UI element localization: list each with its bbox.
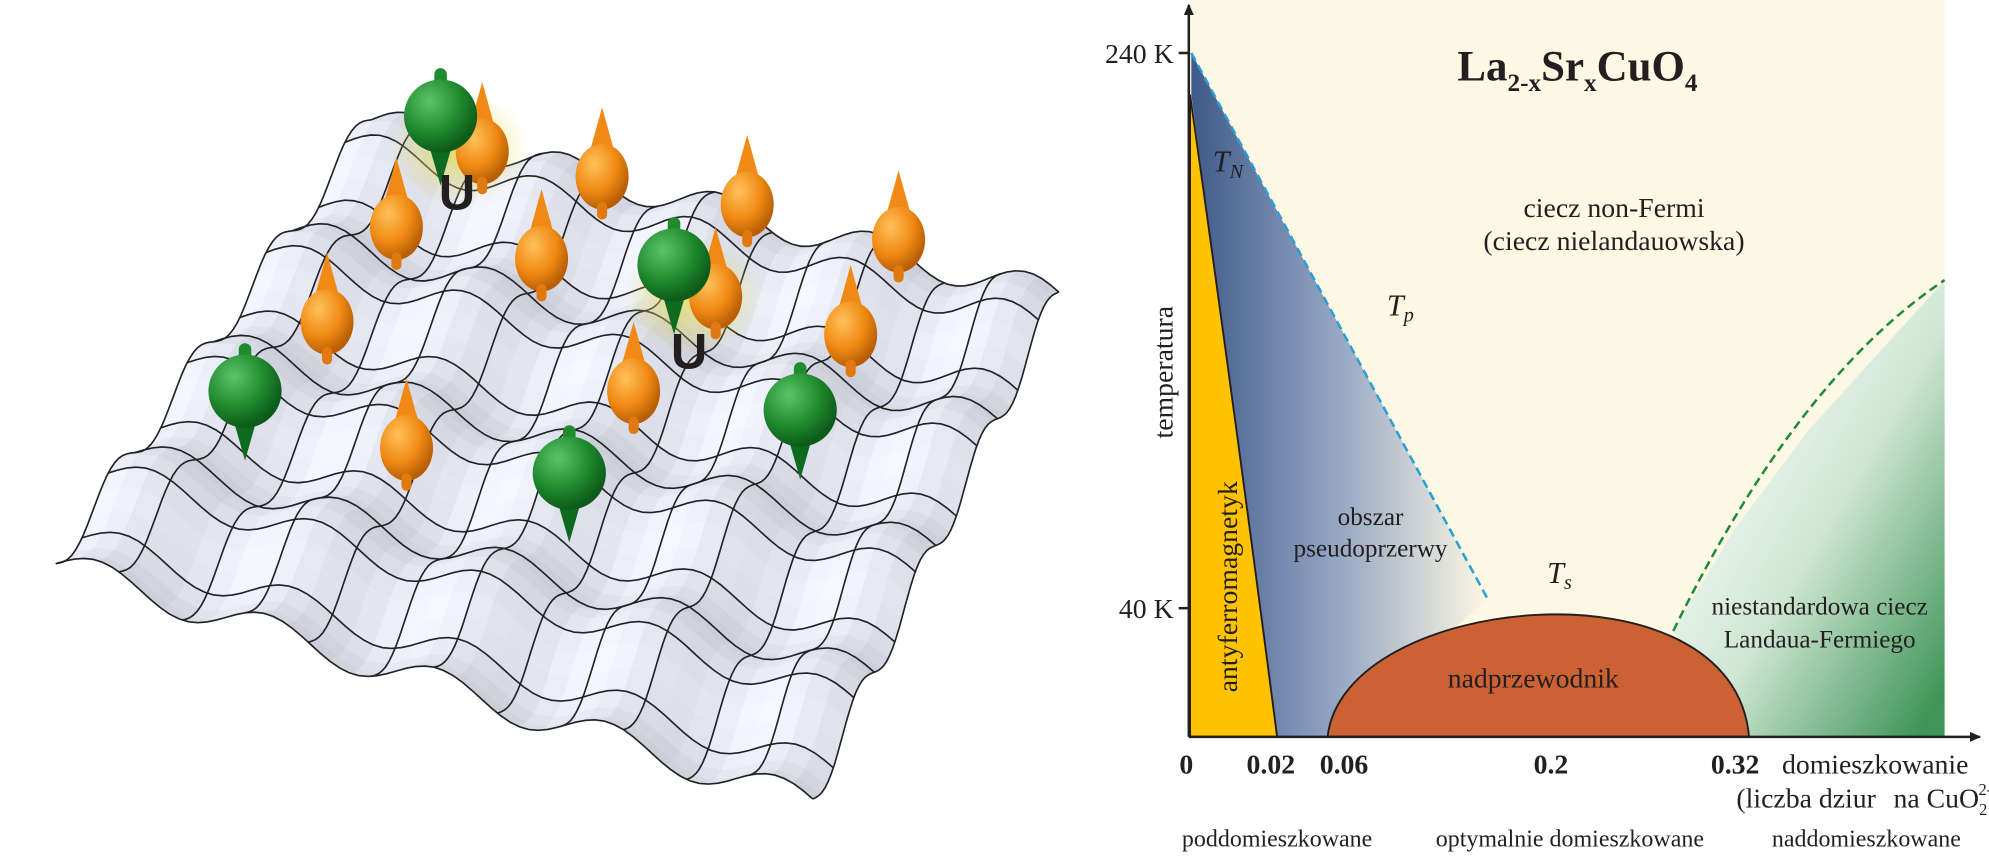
y-axis-label: temperatura (1148, 306, 1179, 439)
green-spin (532, 436, 606, 510)
orange-spin-stem (628, 416, 639, 435)
sublabel-sup: 2- (1978, 780, 1989, 799)
y-tick-label: 40 K (1119, 594, 1174, 625)
x-tick-label: 0 (1179, 749, 1193, 780)
orange-spin-stem (477, 176, 488, 195)
region-label: pseudoprzerwy (1293, 535, 1447, 562)
title-part: Sr (1541, 44, 1584, 91)
green-spin-cone (232, 416, 258, 461)
orange-spin (872, 206, 926, 273)
orange-spin (575, 143, 629, 210)
region-label: niestandardowa ciecz (1712, 593, 1928, 620)
pseudogap-region (1191, 52, 1488, 737)
title-sub: 2-x (1507, 70, 1541, 97)
region-label: antyferromagnetyk (1213, 481, 1244, 692)
green-spin-cone (661, 290, 687, 335)
tp-line (1190, 52, 1489, 600)
tn-label: TN (1213, 145, 1245, 183)
orange-spin-stem (536, 283, 547, 302)
orange-spin (515, 225, 569, 292)
u-label: U (671, 322, 707, 379)
region-label: (ciecz nielandauowska) (1483, 226, 1744, 257)
ts-label: Ts (1547, 556, 1572, 594)
green-spin (208, 354, 282, 428)
orange-spin-stem (710, 321, 721, 340)
sublabel-part: na CuO (1894, 784, 1980, 815)
orange-spin (369, 194, 423, 260)
curve-symbol: T (1387, 288, 1406, 322)
orange-spin-stem (893, 264, 904, 283)
region-label: obszar (1338, 504, 1404, 531)
green-spin-cone (556, 498, 582, 543)
green-spin (637, 228, 711, 302)
tp-label: Tp (1387, 288, 1414, 326)
title-part: CuO (1597, 44, 1685, 91)
doping-range: poddomieszkowane (1182, 827, 1372, 853)
lattice-line (108, 466, 855, 699)
curve-symbol: T (1547, 556, 1566, 590)
x-tick-label: 0.2 (1534, 749, 1569, 780)
curve-sub: N (1229, 161, 1245, 183)
doping-range: optymalnie domieszkowane (1436, 827, 1704, 853)
orange-spin (824, 301, 878, 368)
orange-spin (380, 415, 434, 481)
doping-range: naddomieszkowane (1772, 827, 1961, 853)
title-sub: x (1584, 70, 1597, 97)
orange-spin-stem (742, 229, 753, 248)
region-label: ciecz non-Fermi (1523, 193, 1704, 224)
x-tick-label: 0.02 (1247, 749, 1296, 780)
lattice-line (812, 291, 1060, 800)
y-tick-label: 240 K (1105, 39, 1174, 70)
title-part: La (1457, 44, 1507, 91)
phase-diagram: 240 K 40 K temperatura La2-xSrxCuO4 TN T… (1105, 0, 1989, 853)
orange-spin (607, 358, 661, 424)
fermi-liquid-boundary (1672, 279, 1946, 632)
x-tick-label: 0.06 (1320, 749, 1369, 780)
lattice-line (81, 531, 834, 769)
region-label: nadprzewodnik (1448, 664, 1619, 695)
orange-spin-stem (391, 252, 402, 271)
orange-spin-stem (321, 346, 333, 365)
antiferromagnet-region (1189, 94, 1279, 738)
x-axis-label: domieszkowanie (1782, 749, 1968, 780)
green-spin (763, 373, 837, 447)
spins (208, 68, 926, 543)
green-spin-cone (427, 141, 454, 186)
sublabel-part: (liczba dziur (1736, 784, 1875, 815)
green-spin-cone (787, 435, 813, 480)
orange-spin (300, 288, 354, 355)
sublabel-sub: 2 (1979, 800, 1987, 819)
title-sub: 4 (1685, 70, 1698, 97)
orange-spin-stem (845, 359, 856, 378)
curve-symbol: T (1213, 145, 1232, 179)
curve-sub: s (1564, 572, 1572, 594)
title: La2-xSrxCuO4 (1457, 44, 1697, 97)
lattice-line (749, 272, 1002, 776)
orange-spin-stem (401, 473, 412, 491)
region-label: Landaua-Fermiego (1724, 626, 1916, 653)
green-spin (403, 79, 478, 153)
x-tick-label: 0.32 (1711, 749, 1760, 780)
orange-spin (720, 171, 774, 238)
u-label: U (439, 163, 475, 220)
lattice-line (55, 557, 814, 800)
fermi-liquid-region (1673, 280, 1945, 737)
curve-sub: p (1402, 305, 1414, 327)
orange-spin-stem (597, 201, 608, 220)
superconductor-dome (1326, 613, 1751, 738)
